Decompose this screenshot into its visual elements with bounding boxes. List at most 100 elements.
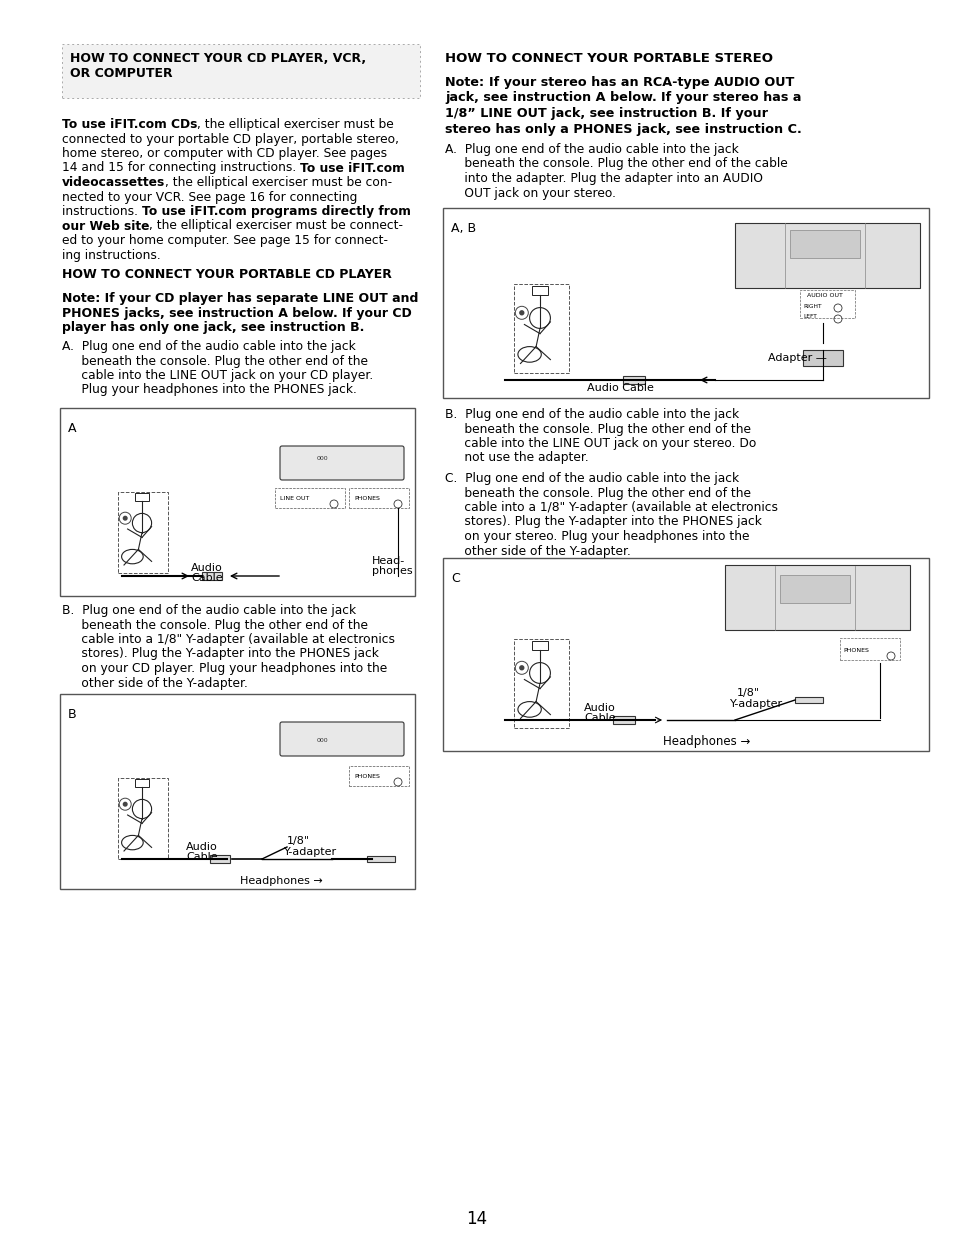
Text: into the adapter. Plug the adapter into an AUDIO: into the adapter. Plug the adapter into …	[444, 172, 762, 185]
Text: other side of the Y-adapter.: other side of the Y-adapter.	[444, 544, 630, 558]
Bar	[349, 488, 409, 508]
Bar	[134, 779, 149, 788]
Text: Headphones →: Headphones →	[662, 735, 750, 748]
Text: ing instructions.: ing instructions.	[62, 249, 161, 261]
Text: beneath the console. Plug the other end of the: beneath the console. Plug the other end …	[62, 354, 368, 368]
Text: stores). Plug the Y-adapter into the PHONES jack: stores). Plug the Y-adapter into the PHO…	[444, 515, 761, 529]
Text: Note: If your CD player has separate LINE OUT and: Note: If your CD player has separate LIN…	[62, 292, 418, 305]
Bar	[62, 45, 419, 98]
Text: If your stereo has a: If your stereo has a	[660, 92, 801, 104]
Text: jack, see instruction A below.: jack, see instruction A below.	[444, 92, 660, 104]
Text: Audio Cable: Audio Cable	[586, 383, 653, 393]
Text: To use iFIT.com programs directly from: To use iFIT.com programs directly from	[142, 204, 411, 218]
Text: beneath the console. Plug the other end of the: beneath the console. Plug the other end …	[62, 618, 368, 632]
Text: on your CD player. Plug your headphones into the: on your CD player. Plug your headphones …	[62, 662, 387, 675]
Text: Cable: Cable	[186, 852, 217, 862]
Text: 1/8": 1/8"	[287, 836, 310, 846]
Text: cable into the LINE OUT jack on your stereo. Do: cable into the LINE OUT jack on your ste…	[444, 437, 756, 450]
Bar	[210, 855, 230, 864]
Text: RIGHT: RIGHT	[802, 304, 821, 309]
Bar	[622, 375, 644, 384]
Bar	[349, 766, 409, 786]
Text: 000: 000	[316, 456, 328, 461]
Text: connected to your portable CD player, portable stereo,: connected to your portable CD player, po…	[62, 133, 398, 145]
Text: Plug your headphones into the PHONES jack.: Plug your headphones into the PHONES jac…	[62, 384, 356, 396]
Bar	[514, 284, 568, 373]
Text: 1/8": 1/8"	[737, 688, 760, 698]
Text: C.  Plug one end of the audio cable into the jack: C. Plug one end of the audio cable into …	[444, 472, 739, 484]
Text: B.  Plug one end of the audio cable into the jack: B. Plug one end of the audio cable into …	[62, 603, 355, 617]
Text: ed to your home computer. See page 15 for connect-: ed to your home computer. See page 15 fo…	[62, 234, 388, 247]
Text: nected to your VCR. See page 16 for connecting: nected to your VCR. See page 16 for conn…	[62, 191, 357, 203]
Text: cable into a 1/8" Y-adapter (available at electronics: cable into a 1/8" Y-adapter (available a…	[62, 633, 395, 646]
Bar	[802, 349, 842, 366]
Bar	[514, 639, 568, 727]
Text: If your stereo has an RCA-type AUDIO OUT: If your stereo has an RCA-type AUDIO OUT	[488, 76, 793, 89]
Text: If your CD: If your CD	[342, 306, 412, 320]
Text: OR COMPUTER: OR COMPUTER	[70, 67, 172, 81]
Bar	[724, 565, 909, 629]
Text: other side of the Y-adapter.: other side of the Y-adapter.	[62, 676, 248, 689]
Text: beneath the console. Plug the other end of the: beneath the console. Plug the other end …	[444, 487, 750, 499]
Circle shape	[519, 665, 523, 670]
Bar	[800, 290, 854, 318]
Bar	[789, 230, 859, 258]
Bar	[794, 698, 822, 703]
Text: PHONES jacks, see instruction A below.: PHONES jacks, see instruction A below.	[62, 306, 342, 320]
Text: A.  Plug one end of the audio cable into the jack: A. Plug one end of the audio cable into …	[62, 339, 355, 353]
Text: To use iFIT.com: To use iFIT.com	[300, 161, 404, 175]
Text: Headphones →: Headphones →	[240, 876, 322, 886]
Text: our Web site: our Web site	[62, 219, 150, 233]
Text: C: C	[451, 572, 459, 585]
Text: 14 and 15 for connecting instructions.: 14 and 15 for connecting instructions.	[62, 161, 300, 175]
Text: OUT jack on your stereo.: OUT jack on your stereo.	[444, 187, 616, 199]
Text: instructions.: instructions.	[62, 204, 142, 218]
Text: beneath the console. Plug the other end of the cable: beneath the console. Plug the other end …	[444, 157, 787, 171]
Bar	[442, 558, 928, 751]
Bar	[118, 492, 169, 574]
Text: on your stereo. Plug your headphones into the: on your stereo. Plug your headphones int…	[444, 530, 749, 543]
Text: Note:: Note:	[444, 76, 488, 89]
Text: Audio: Audio	[186, 843, 217, 852]
Text: Cable: Cable	[583, 712, 616, 724]
Text: Adapter —: Adapter —	[767, 353, 826, 363]
Bar	[202, 572, 222, 580]
Bar	[118, 778, 169, 860]
Text: , the elliptical exerciser must be: , the elliptical exerciser must be	[197, 118, 394, 131]
Text: AUDIO OUT: AUDIO OUT	[806, 292, 842, 299]
Text: Y-adapter: Y-adapter	[729, 699, 782, 709]
FancyBboxPatch shape	[280, 446, 403, 479]
Text: Y-adapter: Y-adapter	[284, 847, 336, 857]
Bar	[442, 208, 928, 398]
Text: phones: phones	[372, 566, 413, 576]
Text: A, B: A, B	[451, 222, 476, 235]
Text: B: B	[68, 707, 76, 721]
Bar	[60, 408, 415, 596]
Text: stereo has only a PHONES jack, see instruction C.: stereo has only a PHONES jack, see instr…	[444, 123, 801, 135]
Text: HOW TO CONNECT YOUR PORTABLE CD PLAYER: HOW TO CONNECT YOUR PORTABLE CD PLAYER	[62, 268, 392, 281]
Text: 14: 14	[466, 1211, 487, 1228]
Text: HOW TO CONNECT YOUR CD PLAYER, VCR,: HOW TO CONNECT YOUR CD PLAYER, VCR,	[70, 52, 366, 64]
Bar	[532, 641, 547, 649]
Text: PHONES: PHONES	[354, 774, 379, 779]
Text: not use the adapter.: not use the adapter.	[444, 451, 588, 465]
Text: Head-: Head-	[372, 556, 405, 566]
Text: B.  Plug one end of the audio cable into the jack: B. Plug one end of the audio cable into …	[444, 408, 739, 421]
Text: Audio: Audio	[583, 703, 616, 712]
Bar	[734, 223, 919, 287]
Text: 000: 000	[316, 738, 328, 743]
Bar	[367, 856, 395, 862]
Text: player has only one jack, see instruction B.: player has only one jack, see instructio…	[62, 321, 364, 335]
Text: To use iFIT.com CDs: To use iFIT.com CDs	[62, 118, 197, 131]
Text: Cable: Cable	[191, 572, 223, 584]
Text: stores). Plug the Y-adapter into the PHONES jack: stores). Plug the Y-adapter into the PHO…	[62, 648, 378, 660]
Circle shape	[123, 517, 127, 520]
Text: 1/8” LINE OUT jack, see instruction B. If your: 1/8” LINE OUT jack, see instruction B. I…	[444, 107, 767, 120]
Text: PHONES: PHONES	[354, 496, 379, 501]
Text: cable into a 1/8" Y-adapter (available at electronics: cable into a 1/8" Y-adapter (available a…	[444, 501, 778, 514]
Bar	[613, 716, 635, 724]
Text: home stereo, or computer with CD player. See pages: home stereo, or computer with CD player.…	[62, 147, 387, 160]
Text: cable into the LINE OUT jack on your CD player.: cable into the LINE OUT jack on your CD …	[62, 369, 373, 382]
Circle shape	[519, 311, 523, 315]
Circle shape	[123, 803, 127, 807]
